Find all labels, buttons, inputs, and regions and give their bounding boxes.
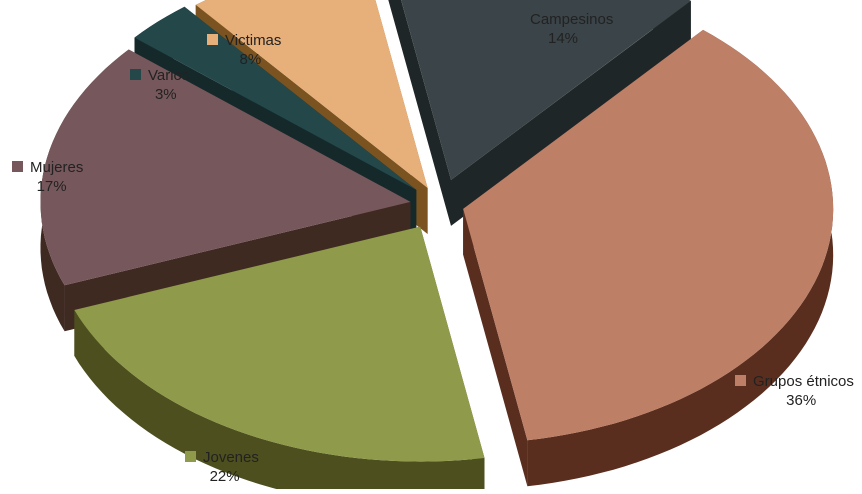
pie-slice-top-campesinos [401,0,691,180]
slice-label-jovenes: Jovenes [203,449,259,466]
pie-slice-rim-jovenes [74,310,485,494]
pie-slice-side-campesinos-1 [451,0,691,226]
slices-layer [40,0,834,494]
legend-swatch-mujeres [12,161,23,172]
slice-percent-campesinos: 14% [548,30,578,47]
legend-swatch-victimas [207,34,218,45]
pie-slice-grupos-etnicos [463,29,834,487]
data-label-campesinos: Campesinos 14% [512,11,613,47]
slice-label-victimas: Victimas [225,32,281,49]
pie-slice-top-victimas [195,0,428,189]
slice-percent-varios: 3% [155,86,177,103]
data-label-varios: Varios 3% [130,67,189,103]
slice-percent-jovenes: 22% [210,468,240,485]
legend-swatch-varios [130,69,141,80]
data-label-mujeres: Mujeres 17% [12,159,83,195]
legend-swatch-grupos-etnicos [735,375,746,386]
slice-label-varios: Varios [148,67,189,84]
data-label-jovenes: Jovenes 22% [185,449,259,485]
slice-percent-victimas: 8% [240,51,262,68]
pie-slice-top-jovenes [74,226,485,462]
pie-slice-side-campesinos-0 [388,0,452,226]
slice-label-campesinos: Campesinos [530,11,613,28]
data-label-victimas: Victimas 8% [207,32,281,68]
pie-slice-top-varios [134,6,417,190]
pie-slice-campesinos [388,0,691,226]
slice-percent-grupos-etnicos: 36% [786,392,816,409]
pie-slice-top-mujeres [40,49,411,286]
legend-swatch-jovenes [185,451,196,462]
slice-label-grupos-etnicos: Grupos étnicos [753,373,854,390]
pie-slice-jovenes [74,226,485,494]
data-label-grupos-etnicos: Grupos étnicos 36% [735,373,854,409]
legend-swatch-campesinos [512,13,523,24]
slice-label-mujeres: Mujeres [30,159,83,176]
pie-slice-top-grupos-etnicos [463,29,834,441]
pie-slice-rim-grupos-etnicos [527,29,834,487]
pie-slice-side-grupos-etnicos-1 [463,208,528,487]
slice-percent-mujeres: 17% [37,178,67,195]
labels-layer: Campesinos 14% Grupos étnicos 36% Jovenes 22%… [12,11,854,485]
